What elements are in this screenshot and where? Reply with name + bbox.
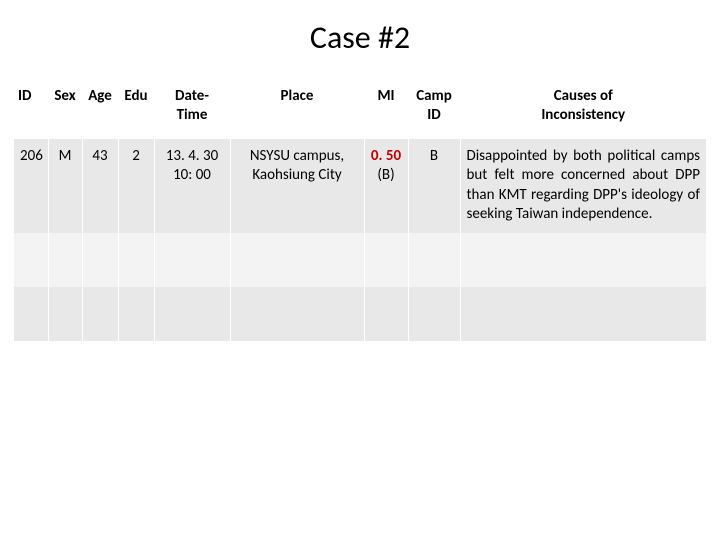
mi-value: 0. 50 xyxy=(371,147,401,165)
page-title: Case #2 xyxy=(14,18,706,57)
mi-sub: (B) xyxy=(377,166,394,184)
case-table: ID Sex Age Edu Date-Time Place MI CampID… xyxy=(14,81,706,341)
table-body: 206 M 43 2 13. 4. 3010: 00 NSYSU campus,… xyxy=(14,139,706,341)
col-id: ID xyxy=(14,81,48,139)
col-place: Place xyxy=(230,81,364,139)
col-camp: CampID xyxy=(408,81,460,139)
cell-date: 13. 4. 3010: 00 xyxy=(154,139,230,233)
table-row xyxy=(14,287,706,341)
cell-mi: 0. 50 (B) xyxy=(364,139,408,233)
cell-camp: B xyxy=(408,139,460,233)
cell-place: NSYSU campus,Kaohsiung City xyxy=(230,139,364,233)
cell-id: 206 xyxy=(14,139,48,233)
cell-sex: M xyxy=(48,139,82,233)
table-row xyxy=(14,233,706,287)
col-edu: Edu xyxy=(118,81,154,139)
cell-age: 43 xyxy=(82,139,118,233)
col-mi: MI xyxy=(364,81,408,139)
cell-edu: 2 xyxy=(118,139,154,233)
table-header: ID Sex Age Edu Date-Time Place MI CampID… xyxy=(14,81,706,139)
table-row: 206 M 43 2 13. 4. 3010: 00 NSYSU campus,… xyxy=(14,139,706,233)
col-sex: Sex xyxy=(48,81,82,139)
cell-cause: Disappointed by both political camps but… xyxy=(460,139,706,233)
col-date: Date-Time xyxy=(154,81,230,139)
col-cause: Causes ofInconsistency xyxy=(460,81,706,139)
col-age: Age xyxy=(82,81,118,139)
slide: Case #2 ID Sex Age Edu Date-Time Place M… xyxy=(0,0,720,540)
